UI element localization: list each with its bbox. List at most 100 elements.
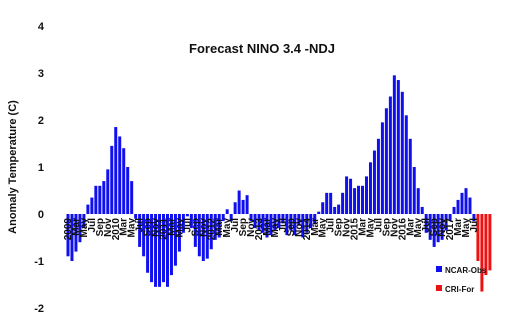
bar-obs — [349, 178, 353, 214]
x-tick-label: 2014 — [302, 218, 313, 241]
bar-obs — [193, 214, 197, 247]
bar-obs — [436, 214, 440, 243]
bar-obs — [94, 185, 98, 214]
chart-title: Forecast NINO 3.4 -NDJ — [189, 41, 335, 56]
bar-obs — [456, 199, 460, 214]
x-tick-label: Jul — [469, 218, 480, 233]
bar-obs — [165, 214, 169, 287]
bar-obs — [472, 214, 476, 222]
x-tick-label: May — [127, 218, 138, 238]
bar-obs — [169, 214, 173, 276]
bar-obs — [321, 202, 325, 214]
x-tick-label: Nov — [151, 218, 162, 237]
bar-obs — [277, 214, 281, 229]
bar-obs — [197, 214, 201, 257]
bar-obs — [404, 115, 408, 214]
bar-obs — [464, 188, 468, 214]
x-tick-label: Jul — [326, 218, 337, 233]
x-tick-label: May — [270, 218, 281, 238]
x-tick-label: Mar — [310, 218, 321, 236]
bar-obs — [388, 96, 392, 214]
bar-obs — [452, 206, 456, 214]
bar-obs — [384, 108, 388, 214]
bar-obs — [448, 214, 452, 222]
bar-obs — [213, 214, 217, 240]
bar-obs — [90, 197, 94, 214]
bar-obs — [432, 214, 436, 247]
x-tick-label: 2015 — [350, 218, 361, 241]
x-tick-label: May — [318, 218, 329, 238]
bar-obs — [380, 122, 384, 214]
bar-obs — [217, 214, 221, 238]
x-tick-label: Sep — [95, 218, 106, 236]
bar-obs — [361, 185, 365, 214]
bar-obs — [146, 214, 150, 273]
bar-obs — [309, 214, 313, 229]
bar-obs — [173, 214, 177, 266]
x-tick-label: Nov — [389, 218, 400, 237]
bar-obs — [225, 209, 229, 214]
bar-obs — [357, 185, 361, 214]
bar-obs — [273, 214, 277, 231]
x-tick-label: May — [79, 218, 90, 238]
legend-label-obs: NCAR-Obs — [445, 266, 487, 275]
bar-obs — [301, 214, 305, 238]
bar-obs — [297, 214, 301, 226]
bar-obs — [412, 167, 416, 214]
bar-obs — [229, 214, 233, 222]
bar-obs — [150, 214, 154, 283]
bar-obs — [420, 206, 424, 214]
bar-obs — [86, 204, 90, 214]
x-axis-ticks: 2009MarMayJulSepNov2010MarMayJulSepNov20… — [63, 218, 480, 241]
x-tick-label: May — [413, 218, 424, 238]
bar-obs — [265, 214, 269, 238]
bar-obs — [372, 150, 376, 214]
bar-series — [66, 75, 492, 292]
bar-obs — [249, 214, 253, 222]
x-tick-label: Mar — [262, 218, 273, 236]
x-tick-label: 2010 — [111, 218, 122, 241]
bar-obs — [233, 202, 237, 214]
x-tick-label: May — [365, 218, 376, 238]
bar-obs — [468, 197, 472, 214]
x-tick-label: 2016 — [397, 218, 408, 241]
bar-obs — [400, 91, 404, 214]
x-tick-label: Mar — [166, 218, 177, 236]
bar-obs — [333, 206, 337, 214]
bar-obs — [154, 214, 158, 287]
bar-obs — [78, 214, 82, 243]
bar-obs — [392, 75, 396, 214]
x-tick-label: Nov — [294, 218, 305, 237]
x-tick-label: Sep — [429, 218, 440, 236]
x-tick-label: Mar — [405, 218, 416, 236]
x-tick-label: Jul — [373, 218, 384, 233]
x-tick-label: Nov — [103, 218, 114, 237]
bar-obs — [368, 162, 372, 214]
legend: NCAR-Obs CRI-For — [436, 266, 487, 294]
bar-obs — [114, 127, 118, 214]
bar-obs — [428, 214, 432, 240]
y-tick-label: -2 — [34, 303, 44, 315]
x-tick-label: Jul — [278, 218, 289, 233]
bar-obs — [110, 145, 114, 214]
bar-forecast — [480, 214, 484, 292]
bar-obs — [281, 214, 285, 224]
bar-obs — [162, 214, 166, 283]
bar-obs — [341, 192, 345, 214]
bar-obs — [317, 211, 321, 214]
x-tick-label: May — [461, 218, 472, 238]
x-tick-label: Nov — [198, 218, 209, 237]
x-tick-label: Jul — [230, 218, 241, 233]
bar-obs — [205, 214, 209, 259]
bar-obs — [118, 136, 122, 214]
x-tick-label: Nov — [437, 218, 448, 237]
bar-obs — [293, 214, 297, 236]
x-tick-label: Mar — [71, 218, 82, 236]
bar-obs — [102, 181, 106, 214]
bar-obs — [329, 192, 333, 214]
bar-obs — [416, 188, 420, 214]
bar-obs — [289, 214, 293, 231]
x-tick-label: May — [174, 218, 185, 238]
